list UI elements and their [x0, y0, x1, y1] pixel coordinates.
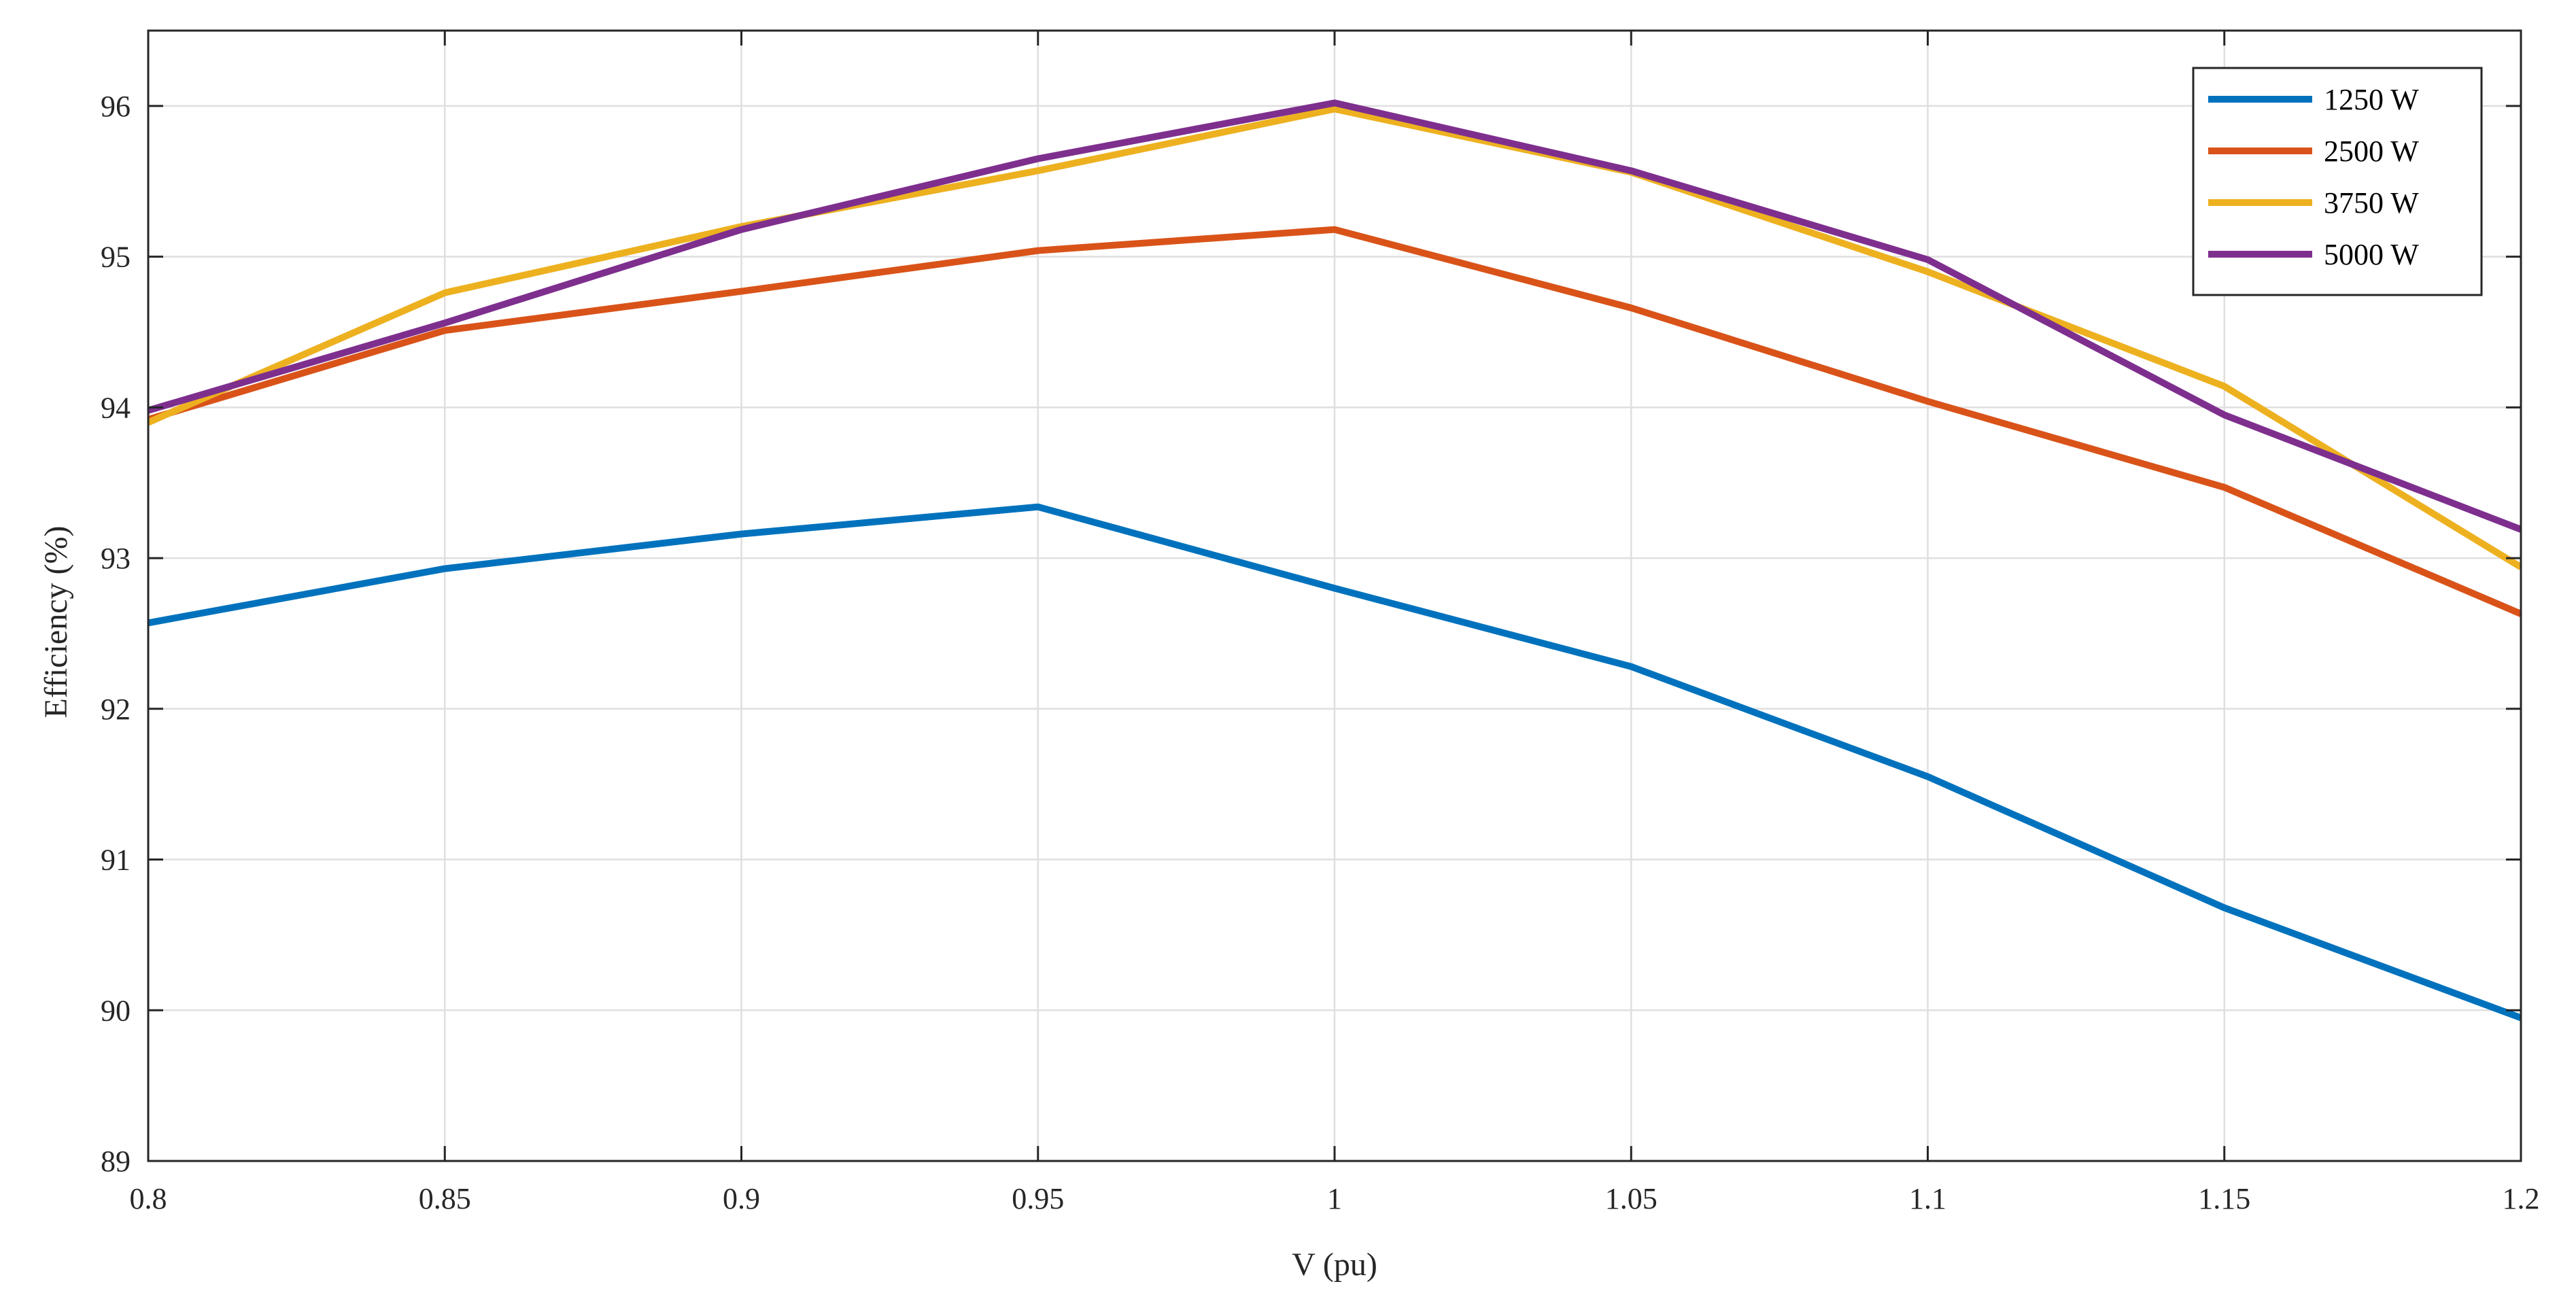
x-tick-label: 0.85 — [419, 1182, 471, 1215]
y-axis-title: Efficiency (%) — [38, 526, 74, 718]
axis-layer — [147, 29, 2522, 1162]
y-tick-label: 93 — [101, 542, 131, 575]
legend-label: 1250 W — [2324, 83, 2419, 116]
y-tick-label: 92 — [101, 693, 131, 726]
tick-label-layer: 0.8 0.85 0.9 0.95 1 1.05 1.1 1.15 1.2 89 90 91 92 93 9… — [101, 90, 2540, 1215]
x-tick-label: 0.95 — [1012, 1182, 1064, 1215]
legend-label: 3750 W — [2324, 186, 2419, 220]
y-tick-label: 89 — [101, 1145, 131, 1178]
grid-layer — [148, 31, 2521, 1161]
y-tick-label: 95 — [101, 241, 131, 274]
legend-label: 2500 W — [2324, 135, 2419, 168]
x-tick-label: 1.1 — [1909, 1182, 1946, 1215]
x-tick-label: 1.2 — [2503, 1182, 2540, 1215]
x-tick-label: 1.05 — [1605, 1182, 1658, 1215]
x-tick-label: 0.8 — [130, 1182, 167, 1215]
y-tick-label: 96 — [101, 90, 131, 123]
x-tick-label: 0.9 — [723, 1182, 760, 1215]
y-tick-label: 94 — [101, 391, 131, 424]
plot-area-border — [147, 29, 2522, 1162]
x-axis-title: V (pu) — [1292, 1247, 1377, 1283]
x-tick-label: 1 — [1327, 1182, 1342, 1215]
y-tick-label: 90 — [101, 994, 131, 1027]
series-layer — [148, 99, 2521, 1022]
legend-label: 5000 W — [2324, 238, 2419, 271]
y-tick-label: 91 — [101, 844, 131, 877]
legend: 1250 W 2500 W 3750 W 5000 W — [2192, 67, 2483, 296]
x-tick-label: 1.15 — [2198, 1182, 2250, 1215]
